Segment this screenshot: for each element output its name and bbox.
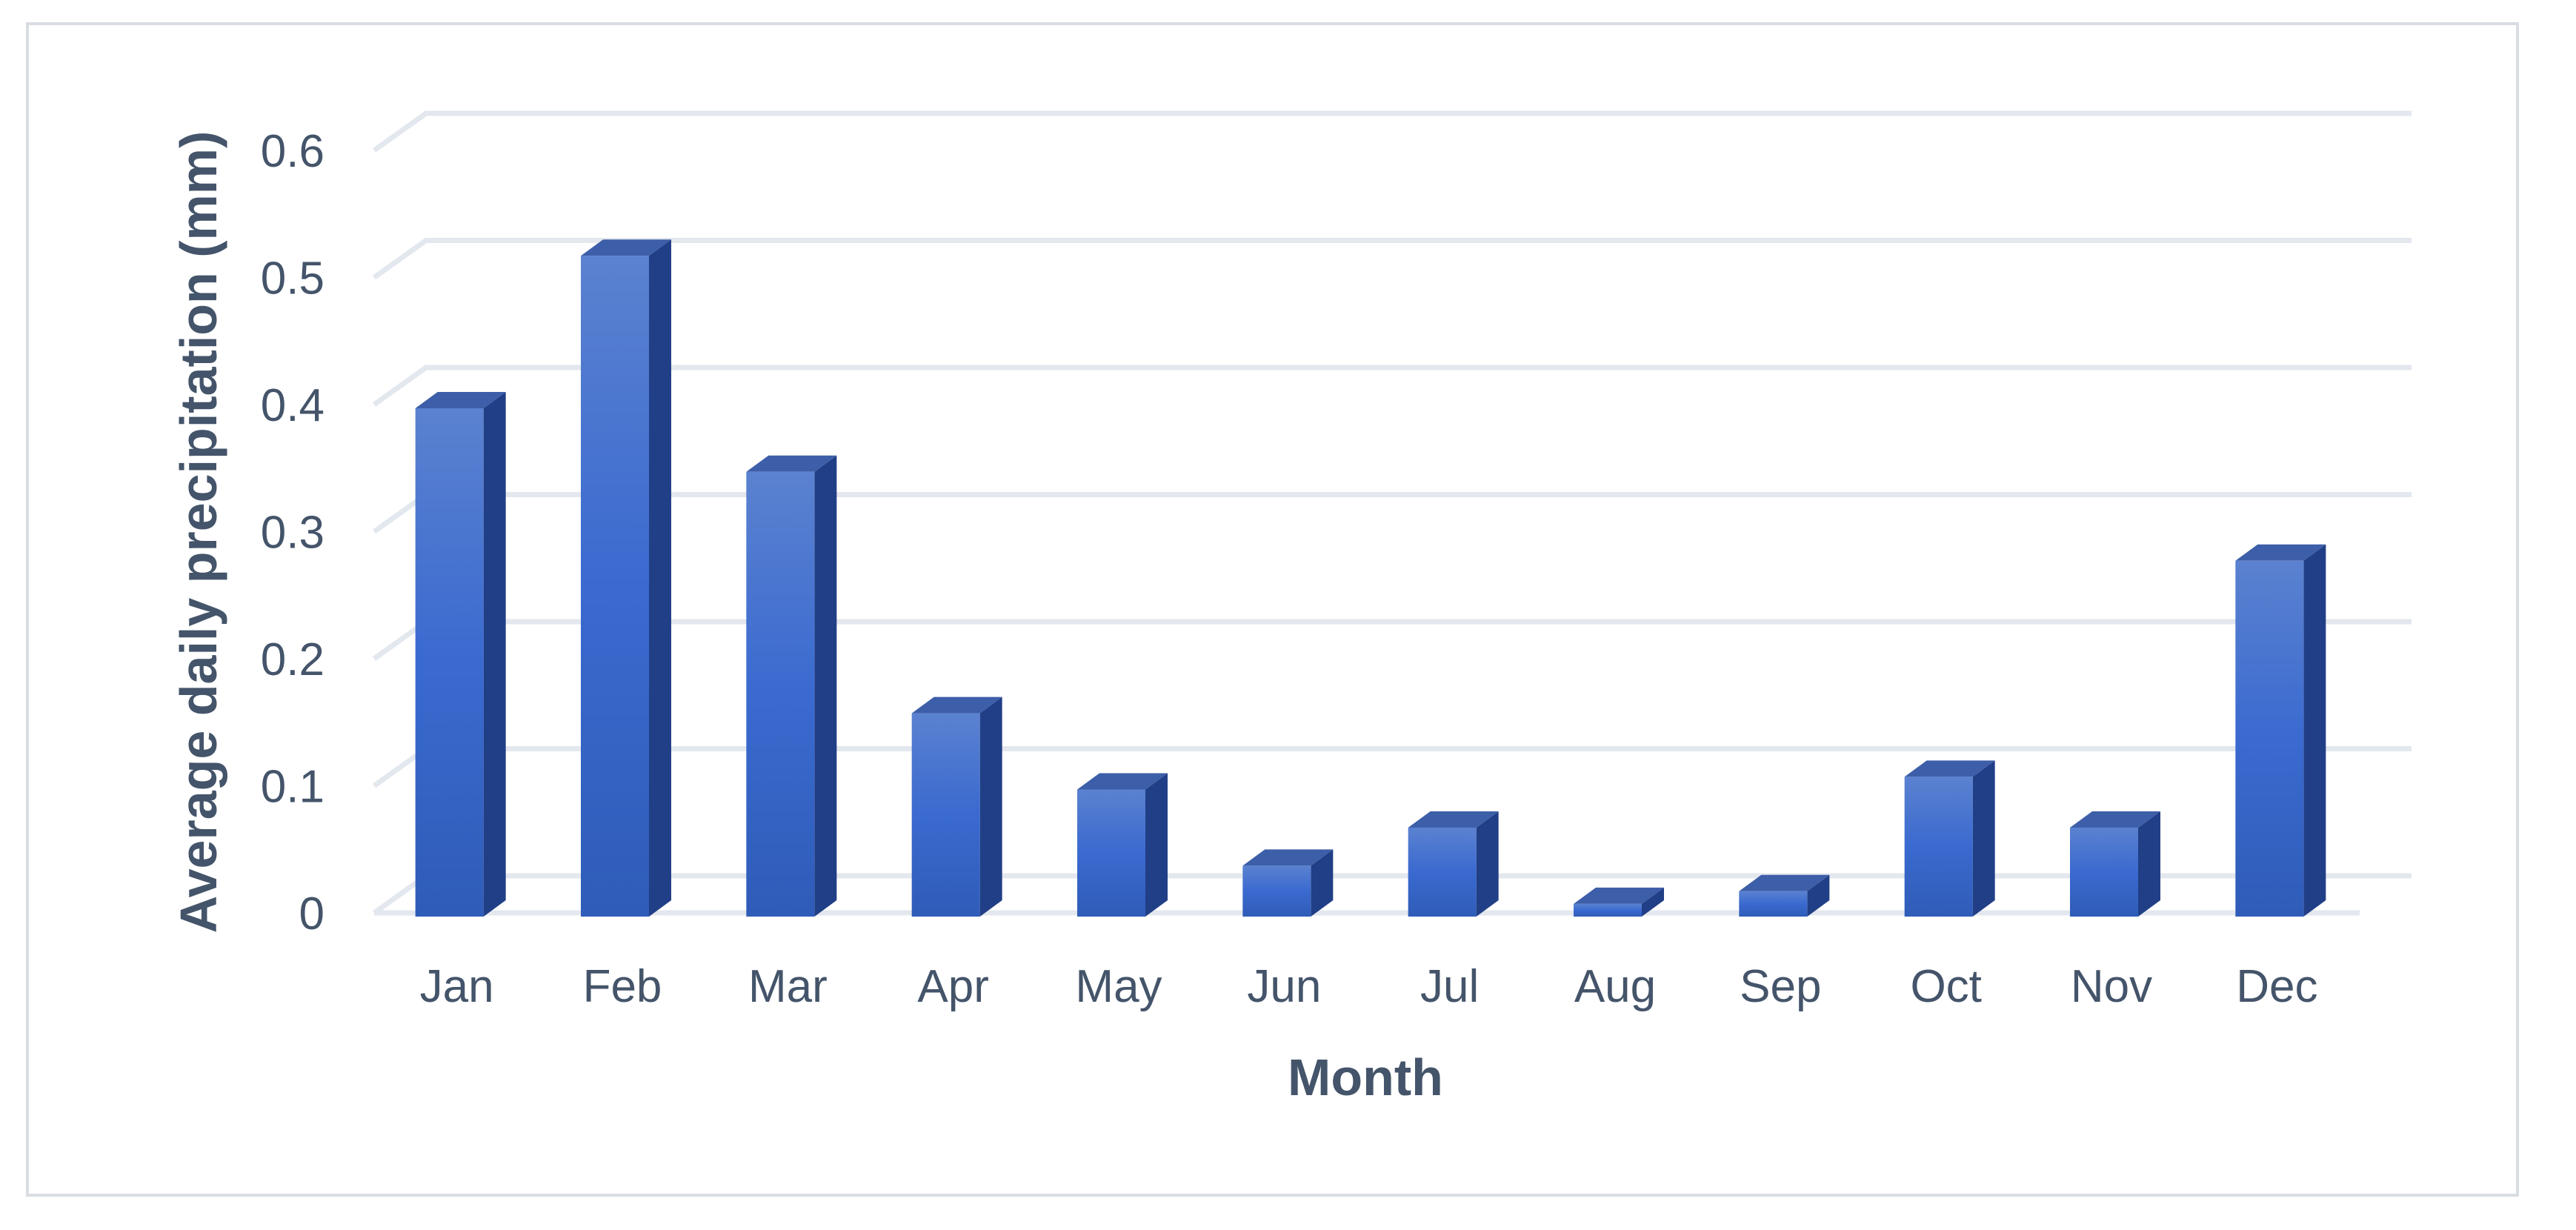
x-tick-label: Aug bbox=[1574, 961, 1656, 1012]
bar-front bbox=[1408, 827, 1477, 917]
bar-top bbox=[2070, 811, 2160, 828]
gridlines bbox=[372, 110, 2412, 916]
y-tick-label: 0.6 bbox=[261, 126, 325, 177]
x-tick-label: Apr bbox=[917, 961, 988, 1012]
bar-may bbox=[1077, 773, 1168, 917]
y-tick-label: 0.3 bbox=[261, 508, 325, 559]
bar-front bbox=[746, 471, 815, 917]
gridline bbox=[372, 238, 2412, 280]
y-axis-ticks: 0 0.1 0.2 0.3 0.4 0.5 0.6 bbox=[261, 126, 325, 940]
bar-top bbox=[1904, 760, 1995, 777]
bar-jul bbox=[1408, 811, 1499, 917]
bar-oct bbox=[1904, 760, 1995, 917]
x-tick-label: Sep bbox=[1740, 961, 1821, 1012]
bar-side bbox=[1311, 849, 1334, 917]
bar-top bbox=[1242, 849, 1334, 866]
bar-front bbox=[1242, 865, 1311, 917]
bar-side bbox=[1972, 760, 1995, 917]
x-tick-label: Jul bbox=[1420, 961, 1479, 1012]
bar-apr bbox=[911, 697, 1002, 917]
bar-side bbox=[1476, 811, 1499, 917]
bar-top bbox=[2235, 544, 2326, 561]
gridline bbox=[372, 110, 2412, 153]
bar-front bbox=[1077, 789, 1145, 917]
bar-sep bbox=[1739, 874, 1830, 917]
y-tick-label: 0.1 bbox=[261, 762, 325, 813]
x-axis-ticks: Jan Feb Mar Apr May Jun Jul Aug Sep Oct Nov Dec bbox=[420, 961, 2318, 1012]
bar-side bbox=[979, 697, 1002, 917]
bar-side bbox=[649, 239, 671, 917]
bar-top bbox=[581, 239, 671, 256]
bar-side bbox=[2303, 544, 2326, 917]
bar-feb bbox=[581, 239, 671, 917]
y-tick-label: 0.4 bbox=[261, 380, 325, 431]
x-tick-label: Jun bbox=[1247, 961, 1321, 1012]
bar-front bbox=[911, 713, 980, 917]
gridline bbox=[372, 746, 2412, 788]
bar-front bbox=[415, 408, 484, 917]
x-tick-label: Dec bbox=[2236, 961, 2317, 1012]
bar-dec bbox=[2235, 544, 2326, 917]
bar-top bbox=[1574, 887, 1664, 904]
x-tick-label: Feb bbox=[583, 961, 662, 1012]
bar-nov bbox=[2070, 811, 2160, 917]
bar-top bbox=[746, 455, 837, 472]
x-tick-label: May bbox=[1075, 961, 1162, 1012]
bar-side bbox=[1807, 874, 1830, 917]
x-tick-label: Oct bbox=[1910, 961, 1981, 1012]
gridline bbox=[372, 619, 2412, 661]
bar-side bbox=[2138, 811, 2160, 917]
x-tick-label: Mar bbox=[748, 961, 828, 1012]
y-tick-label: 0 bbox=[299, 888, 325, 940]
bar-side bbox=[1642, 887, 1664, 917]
bar-front bbox=[1574, 903, 1642, 917]
bar-front bbox=[2235, 560, 2304, 917]
y-tick-label: 0.5 bbox=[261, 253, 325, 305]
x-tick-label: Jan bbox=[420, 961, 494, 1012]
bar-front bbox=[581, 256, 649, 917]
x-axis-title: Month bbox=[1288, 1048, 1443, 1106]
bar-side bbox=[1145, 773, 1168, 917]
bar-top bbox=[1408, 811, 1499, 828]
bar-aug bbox=[1574, 887, 1664, 917]
y-axis-title: Average daily precipitation (mm) bbox=[170, 131, 227, 934]
bar-jan bbox=[415, 392, 506, 917]
bar-top bbox=[1077, 773, 1168, 790]
bar-top bbox=[1739, 874, 1830, 891]
bar-mar bbox=[746, 455, 837, 917]
bar-top bbox=[415, 392, 506, 408]
bar-front bbox=[1739, 891, 1808, 917]
x-tick-label: Nov bbox=[2071, 961, 2152, 1012]
bar-jun bbox=[1242, 849, 1334, 917]
bar-side bbox=[483, 392, 506, 917]
bar-front bbox=[2070, 827, 2138, 917]
bars bbox=[415, 239, 2326, 917]
bar-front bbox=[1904, 777, 1973, 917]
bar-side bbox=[814, 455, 837, 917]
bar-top bbox=[911, 697, 1002, 714]
gridline bbox=[372, 492, 2412, 534]
gridline bbox=[372, 365, 2412, 407]
y-tick-label: 0.2 bbox=[261, 634, 325, 685]
